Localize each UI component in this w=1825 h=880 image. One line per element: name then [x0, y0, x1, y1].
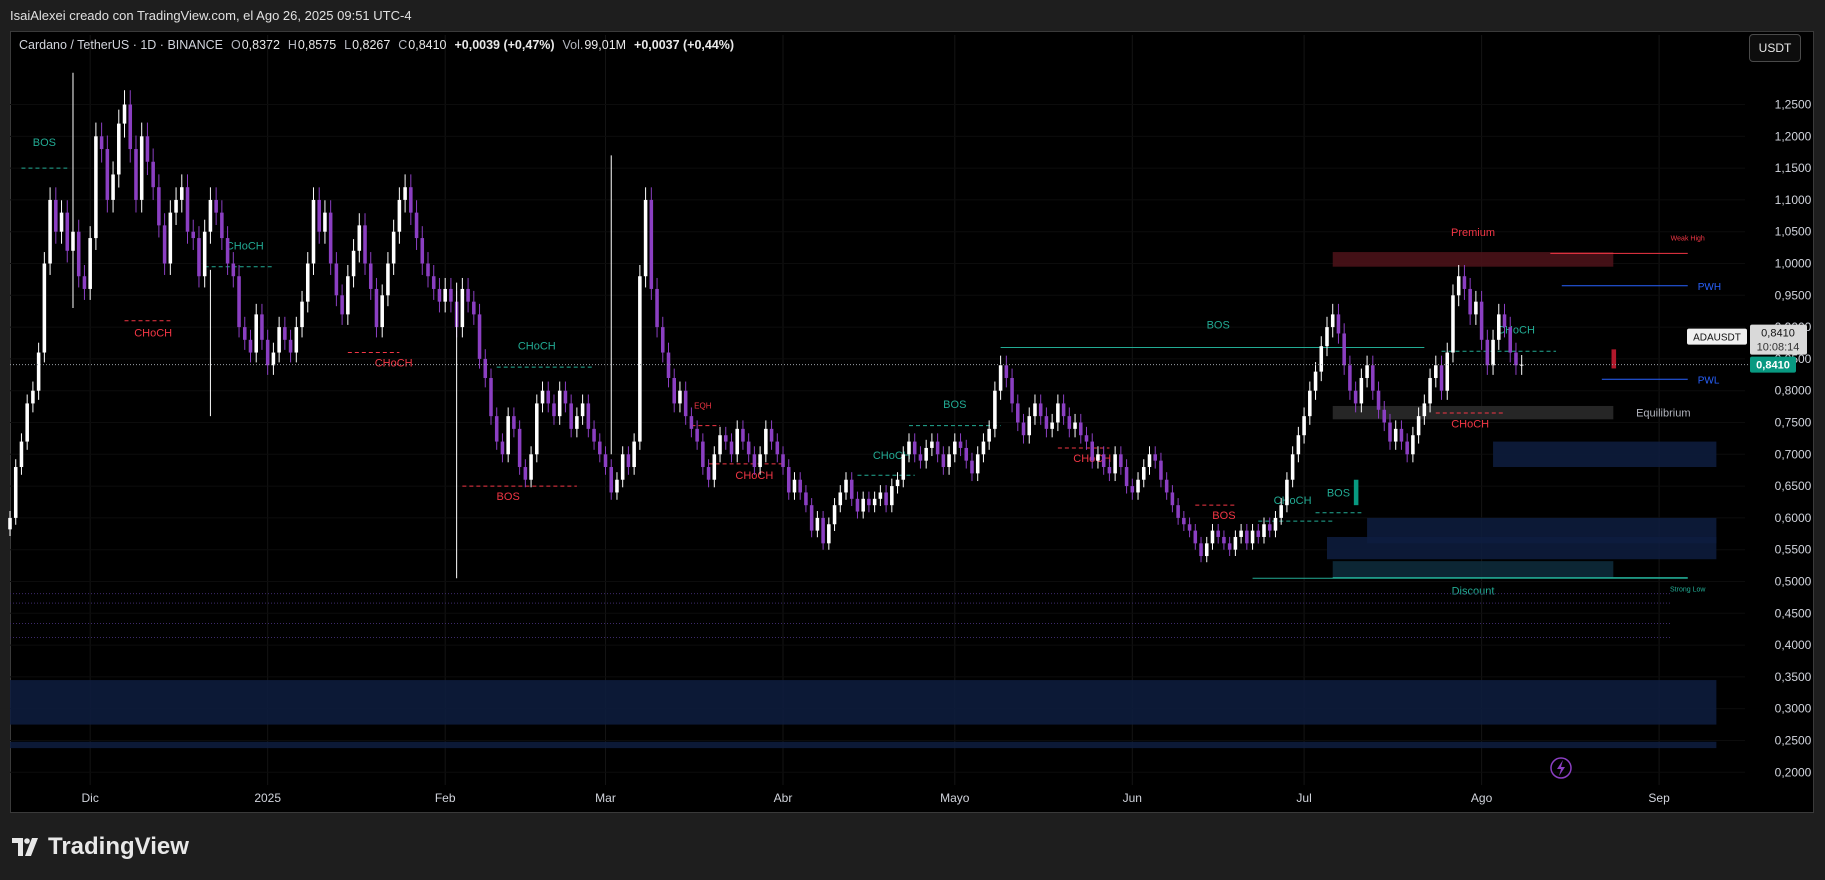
- currency-button[interactable]: USDT: [1749, 34, 1801, 62]
- chart-panel[interactable]: [10, 31, 1814, 813]
- volume-change-value: +0,0037 (+0,44%): [634, 38, 735, 52]
- brand-name: TradingView: [48, 833, 189, 860]
- volume-value: 99,01M: [584, 38, 627, 52]
- chart-credit: IsaiAlexei creado con TradingView.com, e…: [10, 8, 412, 23]
- tradingview-icon: [12, 838, 38, 856]
- high-label: H: [287, 38, 297, 52]
- volume-label: Vol.: [562, 38, 584, 52]
- top-bar: IsaiAlexei creado con TradingView.com, e…: [0, 0, 1825, 32]
- footer-bar: [0, 813, 1825, 880]
- symbol-name[interactable]: Cardano / TetherUS · 1D · BINANCE: [19, 38, 224, 52]
- close-label: C: [398, 38, 408, 52]
- open-label: O: [230, 38, 241, 52]
- low-label: L: [344, 38, 352, 52]
- open-value: 0,8372: [241, 38, 280, 52]
- high-value: 0,8575: [297, 38, 337, 52]
- tradingview-logo[interactable]: TradingView: [12, 833, 189, 861]
- low-value: 0,8267: [352, 38, 391, 52]
- change-value: +0,0039 (+0,47%): [454, 38, 555, 52]
- symbol-legend: Cardano / TetherUS · 1D · BINANCE O0,837…: [19, 38, 735, 52]
- close-value: 0,8410: [408, 38, 447, 52]
